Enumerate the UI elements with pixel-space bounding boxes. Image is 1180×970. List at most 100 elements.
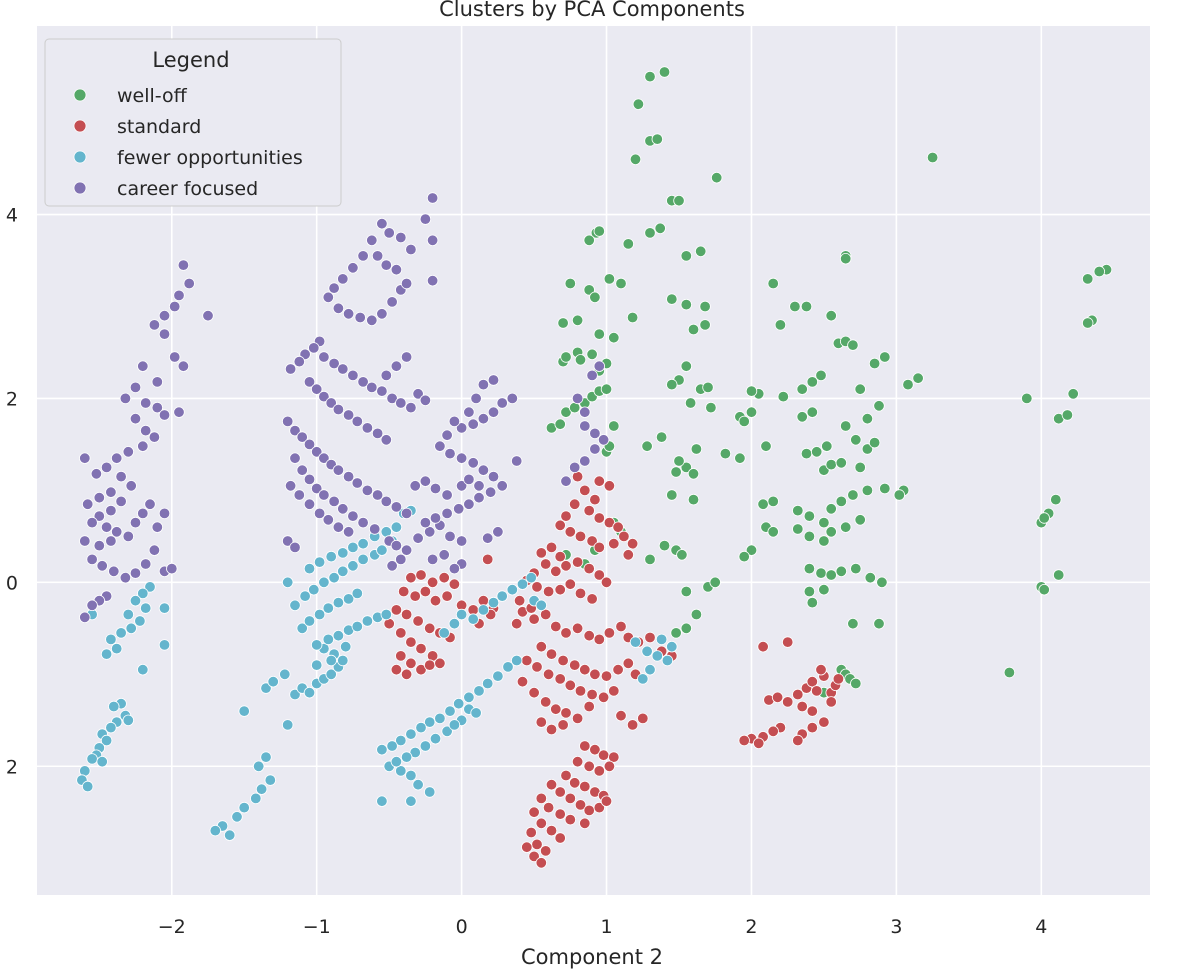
data-point [579, 455, 591, 467]
data-point [564, 679, 577, 692]
data-point [767, 725, 779, 738]
data-point [1067, 388, 1079, 400]
data-point [90, 468, 103, 480]
x-tick-label: −1 [303, 916, 331, 938]
data-point [371, 489, 384, 501]
data-point [589, 427, 601, 440]
data-point [282, 576, 294, 589]
data-point [847, 339, 859, 351]
data-point [574, 587, 587, 600]
data-point [603, 760, 616, 773]
data-point [376, 308, 388, 320]
data-point [380, 495, 393, 508]
data-point [622, 657, 635, 670]
data-point [554, 808, 566, 820]
data-point [554, 673, 566, 685]
data-point [593, 765, 606, 777]
data-point [386, 296, 398, 308]
data-point [535, 857, 548, 869]
data-point [419, 394, 432, 407]
data-point [680, 298, 693, 311]
data-point [545, 779, 558, 791]
data-point [386, 740, 398, 752]
data-point [412, 615, 424, 627]
data-point [231, 811, 243, 823]
data-point [687, 468, 700, 480]
data-point [409, 480, 421, 492]
data-point [361, 484, 374, 497]
data-point [419, 213, 432, 225]
data-point [597, 691, 610, 704]
data-point [303, 562, 316, 575]
data-point [357, 516, 369, 529]
data-point [767, 495, 779, 508]
legend-entry: standard [73, 116, 201, 138]
data-point [151, 376, 164, 388]
x-tick-label: 1 [600, 916, 612, 938]
data-point [400, 751, 413, 763]
data-point [105, 504, 117, 517]
data-point [137, 360, 149, 372]
data-point [337, 363, 349, 375]
data-point [854, 514, 866, 526]
data-point [603, 273, 616, 285]
data-point [332, 464, 345, 476]
data-point [250, 792, 262, 805]
data-point [1081, 273, 1094, 285]
data-point [535, 817, 548, 830]
data-point [535, 716, 548, 728]
data-point [419, 740, 432, 752]
data-point [86, 516, 98, 529]
data-point [661, 654, 674, 667]
data-point [540, 558, 552, 570]
data-point [531, 661, 543, 673]
data-point [593, 360, 606, 372]
data-point [129, 413, 142, 425]
data-point [670, 627, 682, 639]
data-point [818, 535, 830, 547]
chart-title: Clusters by PCA Components [439, 0, 745, 21]
data-point [151, 521, 164, 533]
data-point [879, 351, 891, 363]
data-point [177, 259, 190, 271]
data-point [177, 360, 190, 372]
data-point [803, 562, 816, 575]
data-point [854, 461, 866, 474]
data-point [342, 526, 355, 538]
data-point [811, 685, 823, 697]
data-point [626, 719, 639, 731]
data-point [424, 716, 436, 728]
data-point [589, 668, 601, 681]
data-point [303, 376, 316, 388]
data-point [148, 319, 161, 331]
data-point [279, 668, 291, 681]
data-point [528, 613, 540, 625]
data-point [757, 498, 769, 510]
data-point [347, 369, 359, 382]
data-point [792, 523, 804, 535]
data-point [554, 832, 566, 844]
data-point [615, 710, 627, 722]
data-point [308, 342, 320, 354]
data-point [699, 319, 711, 331]
data-point [579, 420, 591, 432]
data-point [347, 560, 359, 572]
data-point [767, 277, 779, 290]
data-point [415, 721, 427, 734]
data-point [902, 378, 914, 391]
data-points [76, 66, 1113, 869]
x-tick-label: 2 [745, 916, 757, 938]
data-point [597, 434, 610, 446]
data-point [424, 659, 436, 671]
data-point [419, 516, 432, 529]
data-point [313, 507, 326, 520]
data-point [426, 553, 439, 566]
data-point [583, 760, 595, 773]
data-point [835, 565, 848, 578]
data-point [347, 510, 359, 522]
data-point [444, 705, 456, 717]
data-point [847, 489, 859, 501]
data-point [738, 734, 750, 747]
data-point [738, 550, 750, 563]
data-point [328, 495, 340, 508]
